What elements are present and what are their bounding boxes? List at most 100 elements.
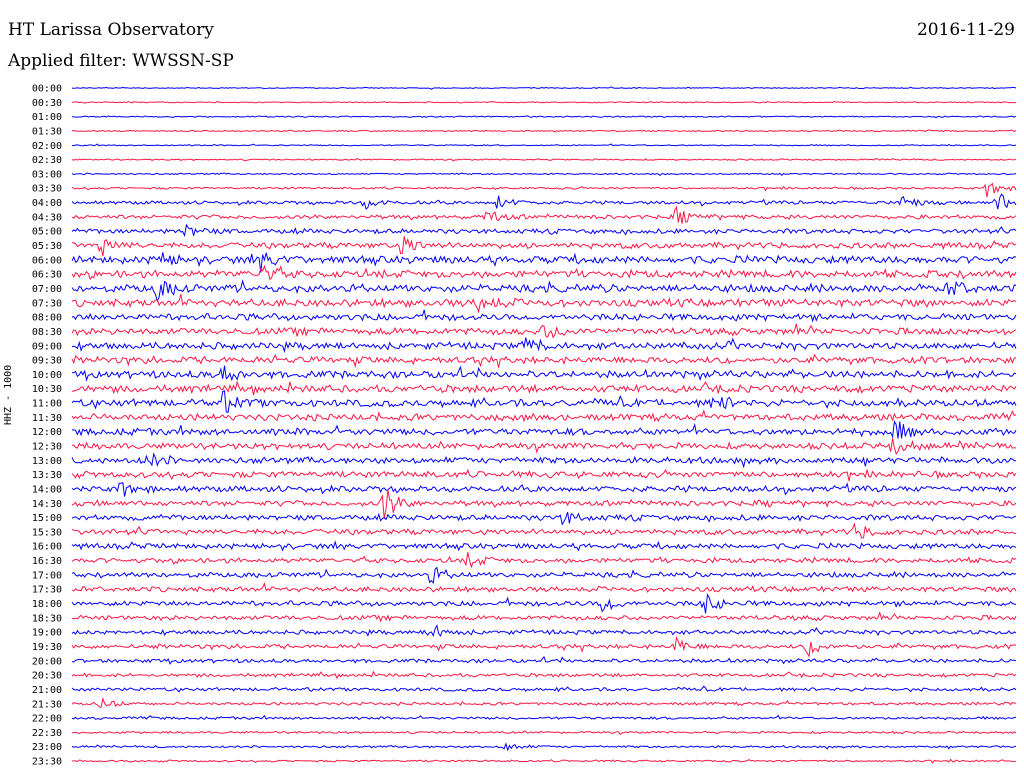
trace-line: [71, 182, 1017, 198]
trace-line: [71, 390, 1017, 414]
trace-line: [71, 100, 1017, 104]
trace-line: [72, 365, 1017, 382]
trace-line: [71, 409, 1017, 423]
trace-line: [71, 696, 1016, 709]
row-time-label: 18:00: [32, 599, 62, 610]
trace-line: [71, 452, 1017, 469]
row-time-label: 07:00: [32, 284, 62, 295]
trace-line: [71, 655, 1017, 665]
row-time-label: 08:30: [32, 327, 62, 338]
trace-line: [71, 540, 1017, 552]
row-time-label: 00:30: [32, 98, 62, 109]
row-time-label: 13:00: [32, 456, 62, 467]
row-time-label: 10:30: [32, 384, 62, 395]
row-time-label: 02:00: [32, 141, 62, 152]
row-time-label: 19:00: [32, 628, 62, 639]
row-time-label: 08:00: [32, 313, 62, 324]
trace-line: [71, 279, 1017, 303]
trace-line: [71, 593, 1017, 614]
trace-line: [71, 742, 1017, 752]
trace-line: [71, 730, 1017, 736]
row-time-label: 23:30: [32, 757, 62, 768]
filter-label: Applied filter: WWSSN-SP: [8, 51, 234, 71]
trace-line: [71, 522, 1017, 539]
row-time-label: 06:00: [32, 255, 62, 266]
trace-line: [71, 552, 1017, 569]
trace-line: [72, 115, 1017, 119]
trace-line: [71, 611, 1017, 623]
trace-line: [71, 157, 1017, 162]
row-time-label: 06:30: [32, 270, 62, 281]
date-label: 2016-11-29: [916, 20, 1015, 40]
trace-line: [71, 511, 1017, 526]
trace-line: [71, 129, 1017, 133]
row-time-label: 09:00: [32, 341, 62, 352]
row-time-label: 17:00: [32, 570, 62, 581]
row-time-label: 16:30: [32, 556, 62, 567]
row-time-label: 04:30: [32, 212, 62, 223]
row-time-label: 21:00: [32, 685, 62, 696]
trace-line: [71, 624, 1017, 637]
row-time-label: 09:30: [32, 356, 62, 367]
row-time-label: 00:00: [32, 84, 62, 95]
trace-line: [71, 264, 1017, 281]
row-time-label: 22:30: [32, 728, 62, 739]
trace-line: [71, 468, 1017, 482]
trace-line: [71, 309, 1017, 323]
row-time-label: 12:00: [32, 427, 62, 438]
row-time-label: 01:00: [32, 112, 62, 123]
trace-line: [71, 193, 1017, 210]
trace-line: [71, 685, 1017, 693]
row-time-label: 17:30: [32, 585, 62, 596]
row-time-label: 12:30: [32, 442, 62, 453]
row-time-label: 04:00: [32, 198, 62, 209]
trace-line: [71, 172, 1017, 177]
row-time-label: 15:00: [32, 513, 62, 524]
trace-line: [71, 380, 1017, 396]
trace-line: [71, 86, 1017, 90]
row-time-label: 23:00: [32, 742, 62, 753]
row-time-label: 22:00: [32, 714, 62, 725]
row-time-label: 13:30: [32, 470, 62, 481]
trace-line: [71, 489, 1017, 519]
trace-line: [71, 223, 1017, 238]
trace-line: [71, 236, 1017, 257]
trace-line: [71, 481, 1017, 497]
trace-line: [71, 323, 1017, 339]
row-time-label: 07:30: [32, 298, 62, 309]
row-time-label: 18:30: [32, 613, 62, 624]
trace-line: [71, 337, 1017, 354]
row-time-label: 20:00: [32, 656, 62, 667]
trace-line: [71, 714, 1017, 721]
row-time-label: 11:00: [32, 399, 62, 410]
trace-line: [71, 636, 1017, 658]
row-time-label: 14:00: [32, 484, 62, 495]
trace-line: [71, 438, 1017, 455]
station-title: HT Larissa Observatory: [8, 20, 214, 40]
row-time-label: 16:00: [32, 542, 62, 553]
row-time-label: 11:30: [32, 413, 62, 424]
row-time-label: 10:00: [32, 370, 62, 381]
row-time-label: 21:30: [32, 699, 62, 710]
row-time-label: 20:30: [32, 671, 62, 682]
row-time-label: 05:00: [32, 227, 62, 238]
trace-line: [71, 670, 1017, 680]
row-time-label: 14:30: [32, 499, 62, 510]
row-time-label: 15:30: [32, 527, 62, 538]
trace-line: [71, 143, 1017, 147]
row-time-label: 03:30: [32, 184, 62, 195]
trace-line: [71, 566, 1017, 585]
row-time-label: 02:30: [32, 155, 62, 166]
row-time-label: 19:30: [32, 642, 62, 653]
trace-line: [71, 252, 1017, 273]
row-time-label: 03:00: [32, 169, 62, 180]
trace-line: [71, 205, 1017, 224]
row-time-label: 01:30: [32, 126, 62, 137]
trace-line: [71, 758, 1017, 764]
trace-line: [71, 294, 1017, 314]
row-time-label: 05:30: [32, 241, 62, 252]
trace-line: [72, 420, 1017, 439]
trace-line: [71, 581, 1017, 593]
trace-line: [71, 353, 1017, 369]
